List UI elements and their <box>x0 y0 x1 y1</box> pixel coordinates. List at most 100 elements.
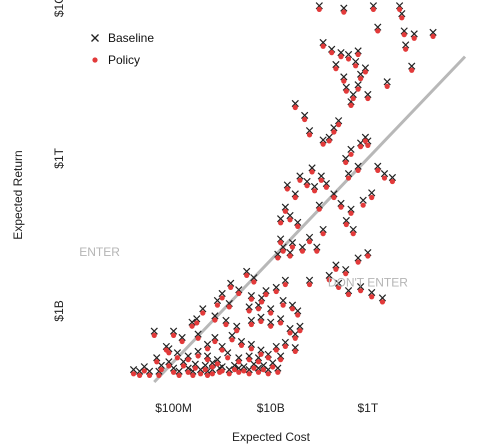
policy-point <box>192 365 198 371</box>
policy-point <box>302 116 308 123</box>
baseline-point <box>340 73 348 81</box>
policy-point <box>209 371 215 377</box>
policy-point <box>226 371 232 377</box>
policy-point <box>246 308 252 314</box>
policy-point <box>246 371 252 377</box>
baseline-point <box>325 133 333 141</box>
policy-point <box>195 335 201 341</box>
baseline-point <box>199 305 207 313</box>
baseline-point <box>150 327 158 335</box>
baseline-point <box>213 356 222 364</box>
baseline-point <box>344 50 353 59</box>
policy-point <box>338 54 344 60</box>
baseline-point <box>380 170 389 178</box>
policy-point <box>273 347 279 353</box>
y-tick-label: $1B <box>52 300 66 321</box>
baseline-point <box>250 274 258 282</box>
policy-point <box>399 15 405 21</box>
baseline-point <box>383 78 391 86</box>
x-axis-title: Expected Cost <box>232 430 311 444</box>
policy-point <box>362 69 368 75</box>
policy-point <box>248 321 254 328</box>
policy-point <box>146 372 153 378</box>
policy-point <box>289 244 296 250</box>
policy-point <box>311 188 318 194</box>
baseline-point <box>196 366 205 374</box>
policy-point <box>297 177 303 183</box>
policy-point <box>282 343 288 350</box>
baseline-point <box>296 172 304 180</box>
policy-point <box>234 328 240 334</box>
baseline-point <box>317 172 325 180</box>
policy-point <box>343 221 349 228</box>
x-tick-label: $1T <box>358 401 379 415</box>
policy-point <box>200 310 206 316</box>
baseline-point <box>281 203 289 211</box>
region-annotation: DON'T ENTER <box>328 276 408 290</box>
policy-point <box>278 240 284 246</box>
policy-point <box>379 299 386 305</box>
policy-point <box>154 359 160 365</box>
policy-point <box>306 239 313 245</box>
baseline-point <box>235 286 243 294</box>
baseline-point <box>277 235 285 243</box>
policy-point <box>151 332 157 338</box>
baseline-point <box>283 181 291 189</box>
policy-point <box>355 51 361 58</box>
policy-point <box>282 208 288 214</box>
policy-point <box>204 346 211 352</box>
policy-point <box>255 359 262 365</box>
policy-point <box>212 338 218 345</box>
baseline-point <box>203 352 212 360</box>
baseline-point <box>410 30 418 38</box>
baseline-point <box>178 333 186 342</box>
policy-point <box>295 223 301 229</box>
baseline-point <box>359 196 367 204</box>
baseline-point <box>313 243 321 251</box>
policy-point <box>320 141 326 147</box>
policy-point <box>360 202 366 208</box>
policy-point <box>355 86 361 92</box>
legend-baseline-label: Baseline <box>108 31 154 45</box>
policy-point <box>348 151 354 157</box>
policy-point <box>278 320 284 326</box>
baseline-point <box>291 343 299 352</box>
policy-point <box>236 290 242 297</box>
policy-point <box>204 357 211 363</box>
baseline-point <box>349 90 357 99</box>
policy-point <box>297 328 303 334</box>
baseline-point <box>228 331 236 340</box>
policy-point <box>384 83 390 89</box>
policy-point <box>345 291 352 298</box>
policy-point <box>320 43 326 49</box>
policy-point <box>214 302 221 308</box>
policy-point <box>369 194 375 201</box>
baseline-point <box>173 349 182 357</box>
baseline-point <box>274 250 282 258</box>
baseline-point <box>368 189 376 197</box>
policy-point <box>316 6 322 12</box>
baseline-point <box>364 90 372 99</box>
policy-point <box>170 369 177 375</box>
baseline-point <box>303 177 311 186</box>
baseline-point <box>352 57 360 66</box>
baseline-point <box>374 162 382 170</box>
policy-point <box>365 95 371 102</box>
policy-point <box>430 33 436 40</box>
policy-point <box>166 363 172 369</box>
policy-point <box>329 50 335 56</box>
baseline-point <box>188 318 196 326</box>
policy-point <box>306 281 313 288</box>
baseline-point <box>145 367 154 375</box>
baseline-point <box>337 48 345 57</box>
policy-point <box>358 144 364 150</box>
policy-point <box>179 338 185 345</box>
baseline-point <box>254 364 263 372</box>
baseline-point <box>267 318 275 326</box>
baseline-point <box>319 136 327 144</box>
reference-line-group <box>153 55 467 384</box>
baseline-point <box>429 28 437 37</box>
baseline-point <box>319 38 327 47</box>
baseline-point <box>291 99 299 108</box>
policy-point <box>225 355 231 361</box>
